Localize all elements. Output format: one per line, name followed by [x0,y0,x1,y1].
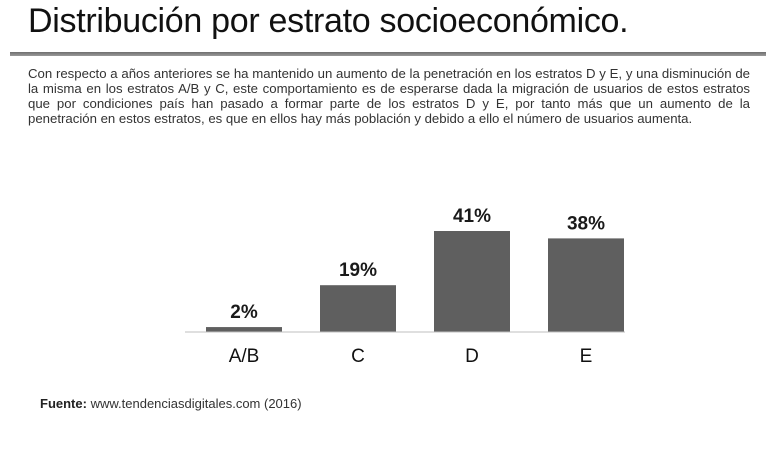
data-label: 38% [567,213,605,234]
bar-chart: 2% 19% 41% 38% A/B C D E [185,206,625,367]
source-note: Fuente: www.tendenciasdigitales.com (201… [40,396,302,411]
data-label: 19% [339,260,377,281]
bars-group [206,231,624,332]
source-text: www.tendenciasdigitales.com (2016) [90,396,302,411]
data-label: 2% [230,302,258,323]
category-label: E [580,346,593,367]
bar-e [548,238,624,332]
bar-c [320,285,396,332]
data-labels-group: 2% 19% 41% 38% [230,206,605,323]
category-label: D [465,346,479,367]
source-label: Fuente: [40,396,87,411]
title-divider [10,52,766,56]
bar-ab [206,327,282,332]
description-paragraph: Con respecto a años anteriores se ha man… [28,66,750,126]
page-title: Distribución por estrato socioeconómico. [28,2,629,40]
data-label: 41% [453,206,491,227]
bar-d [434,231,510,332]
category-labels-group: A/B C D E [229,346,593,367]
category-label: C [351,346,365,367]
category-label: A/B [229,346,260,367]
